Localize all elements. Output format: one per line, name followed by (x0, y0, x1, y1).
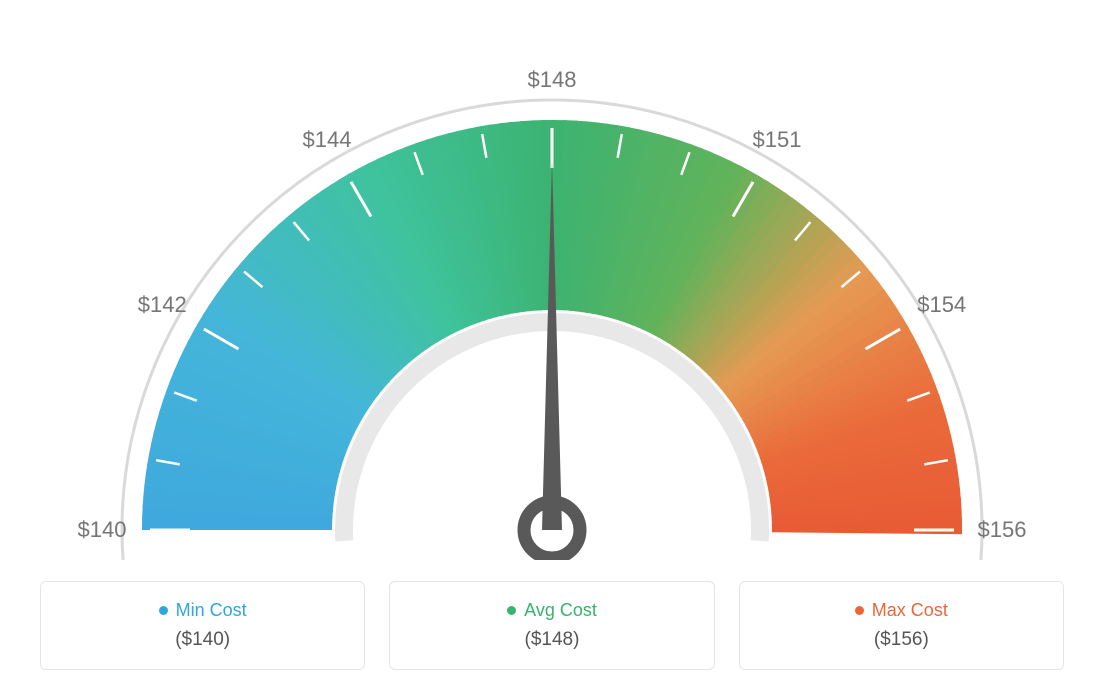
gauge-chart-container: $140 $142 $144 $148 $151 $154 $156 Min Cost ($… (0, 0, 1104, 690)
scale-label: $148 (528, 67, 577, 93)
scale-label: $156 (978, 517, 1027, 543)
legend-row: Min Cost ($140) Avg Cost ($148) Max Cost… (0, 581, 1104, 670)
legend-avg: Avg Cost ($148) (389, 581, 714, 670)
scale-label: $140 (78, 517, 127, 543)
legend-max: Max Cost ($156) (739, 581, 1064, 670)
scale-label: $144 (303, 127, 352, 153)
legend-max-text: Max Cost (872, 600, 948, 621)
legend-avg-text: Avg Cost (524, 600, 597, 621)
dot-icon (159, 606, 168, 615)
legend-max-value: ($156) (750, 629, 1053, 651)
dot-icon (855, 606, 864, 615)
legend-avg-label: Avg Cost (507, 600, 597, 621)
legend-min: Min Cost ($140) (40, 581, 365, 670)
scale-label: $154 (917, 292, 966, 318)
scale-label: $151 (753, 127, 802, 153)
legend-min-text: Min Cost (176, 600, 247, 621)
legend-avg-value: ($148) (400, 629, 703, 651)
legend-min-label: Min Cost (159, 600, 247, 621)
dot-icon (507, 606, 516, 615)
legend-max-label: Max Cost (855, 600, 948, 621)
scale-label: $142 (138, 292, 187, 318)
gauge-area: $140 $142 $144 $148 $151 $154 $156 (0, 0, 1104, 560)
legend-min-value: ($140) (51, 629, 354, 651)
